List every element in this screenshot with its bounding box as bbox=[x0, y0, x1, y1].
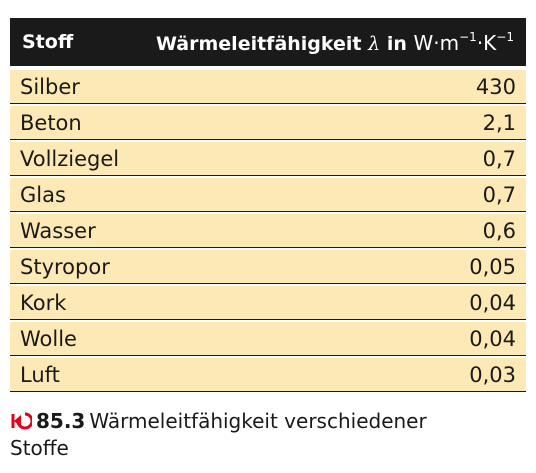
figure-caption: 85.3 Wärmeleitfähigkeit verschiedener Sto… bbox=[10, 408, 490, 462]
header-in: in bbox=[386, 32, 407, 55]
caption-text: Wärmeleitfähigkeit verschiedener Stoffe bbox=[10, 409, 427, 460]
row-stoff: Kork bbox=[20, 290, 67, 315]
header-stoff: Stoff bbox=[22, 31, 74, 53]
table-row: Glas 0,7 bbox=[10, 178, 526, 212]
row-stoff: Silber bbox=[20, 74, 80, 99]
table-row: Styropor 0,05 bbox=[10, 250, 526, 284]
row-wert: 430 bbox=[475, 74, 516, 99]
unit-w-m: W·m bbox=[413, 30, 460, 55]
row-stoff: Luft bbox=[20, 362, 60, 387]
unit-exp-2: −1 bbox=[496, 29, 514, 44]
row-stoff: Vollziegel bbox=[20, 146, 120, 171]
reference-arrow-icon bbox=[10, 411, 34, 431]
row-stoff: Styropor bbox=[20, 254, 110, 279]
table-row: Vollziegel 0,7 bbox=[10, 142, 526, 176]
row-stoff: Beton bbox=[20, 110, 82, 135]
row-wert: 0,04 bbox=[469, 326, 516, 351]
table-row: Silber 430 bbox=[10, 70, 526, 104]
row-wert: 0,04 bbox=[469, 290, 516, 315]
row-stoff: Glas bbox=[20, 182, 66, 207]
figure-number: 85.3 bbox=[36, 409, 86, 433]
thermal-conductivity-table: Stoff Wärmeleitfähigkeit λ in W·m−1·K−1 … bbox=[10, 18, 526, 392]
table-row: Wolle 0,04 bbox=[10, 322, 526, 356]
header-lambda-symbol: λ bbox=[368, 32, 381, 55]
header-unit: W·m−1·K−1 bbox=[413, 29, 514, 55]
table-row: Kork 0,04 bbox=[10, 286, 526, 320]
row-wert: 0,7 bbox=[482, 146, 516, 171]
table-body: Silber 430 Beton 2,1 Vollziegel 0,7 Glas 0,7… bbox=[10, 70, 526, 392]
header-waermeleitfaehigkeit: Wärmeleitfähigkeit λ in W·m−1·K−1 bbox=[156, 30, 514, 55]
row-stoff: Wasser bbox=[20, 218, 96, 243]
table-header: Stoff Wärmeleitfähigkeit λ in W·m−1·K−1 bbox=[10, 18, 526, 66]
row-wert: 0,6 bbox=[482, 218, 516, 243]
row-wert: 0,7 bbox=[482, 182, 516, 207]
row-wert: 2,1 bbox=[482, 110, 516, 135]
row-wert: 0,03 bbox=[469, 362, 516, 387]
unit-k: ·K bbox=[476, 30, 497, 55]
row-stoff: Wolle bbox=[20, 326, 77, 351]
header-col2-text: Wärmeleitfähigkeit bbox=[156, 32, 362, 55]
table-row: Luft 0,03 bbox=[10, 358, 526, 392]
table-row: Wasser 0,6 bbox=[10, 214, 526, 248]
unit-exp-1: −1 bbox=[459, 29, 477, 44]
table-row: Beton 2,1 bbox=[10, 106, 526, 140]
row-wert: 0,05 bbox=[469, 254, 516, 279]
